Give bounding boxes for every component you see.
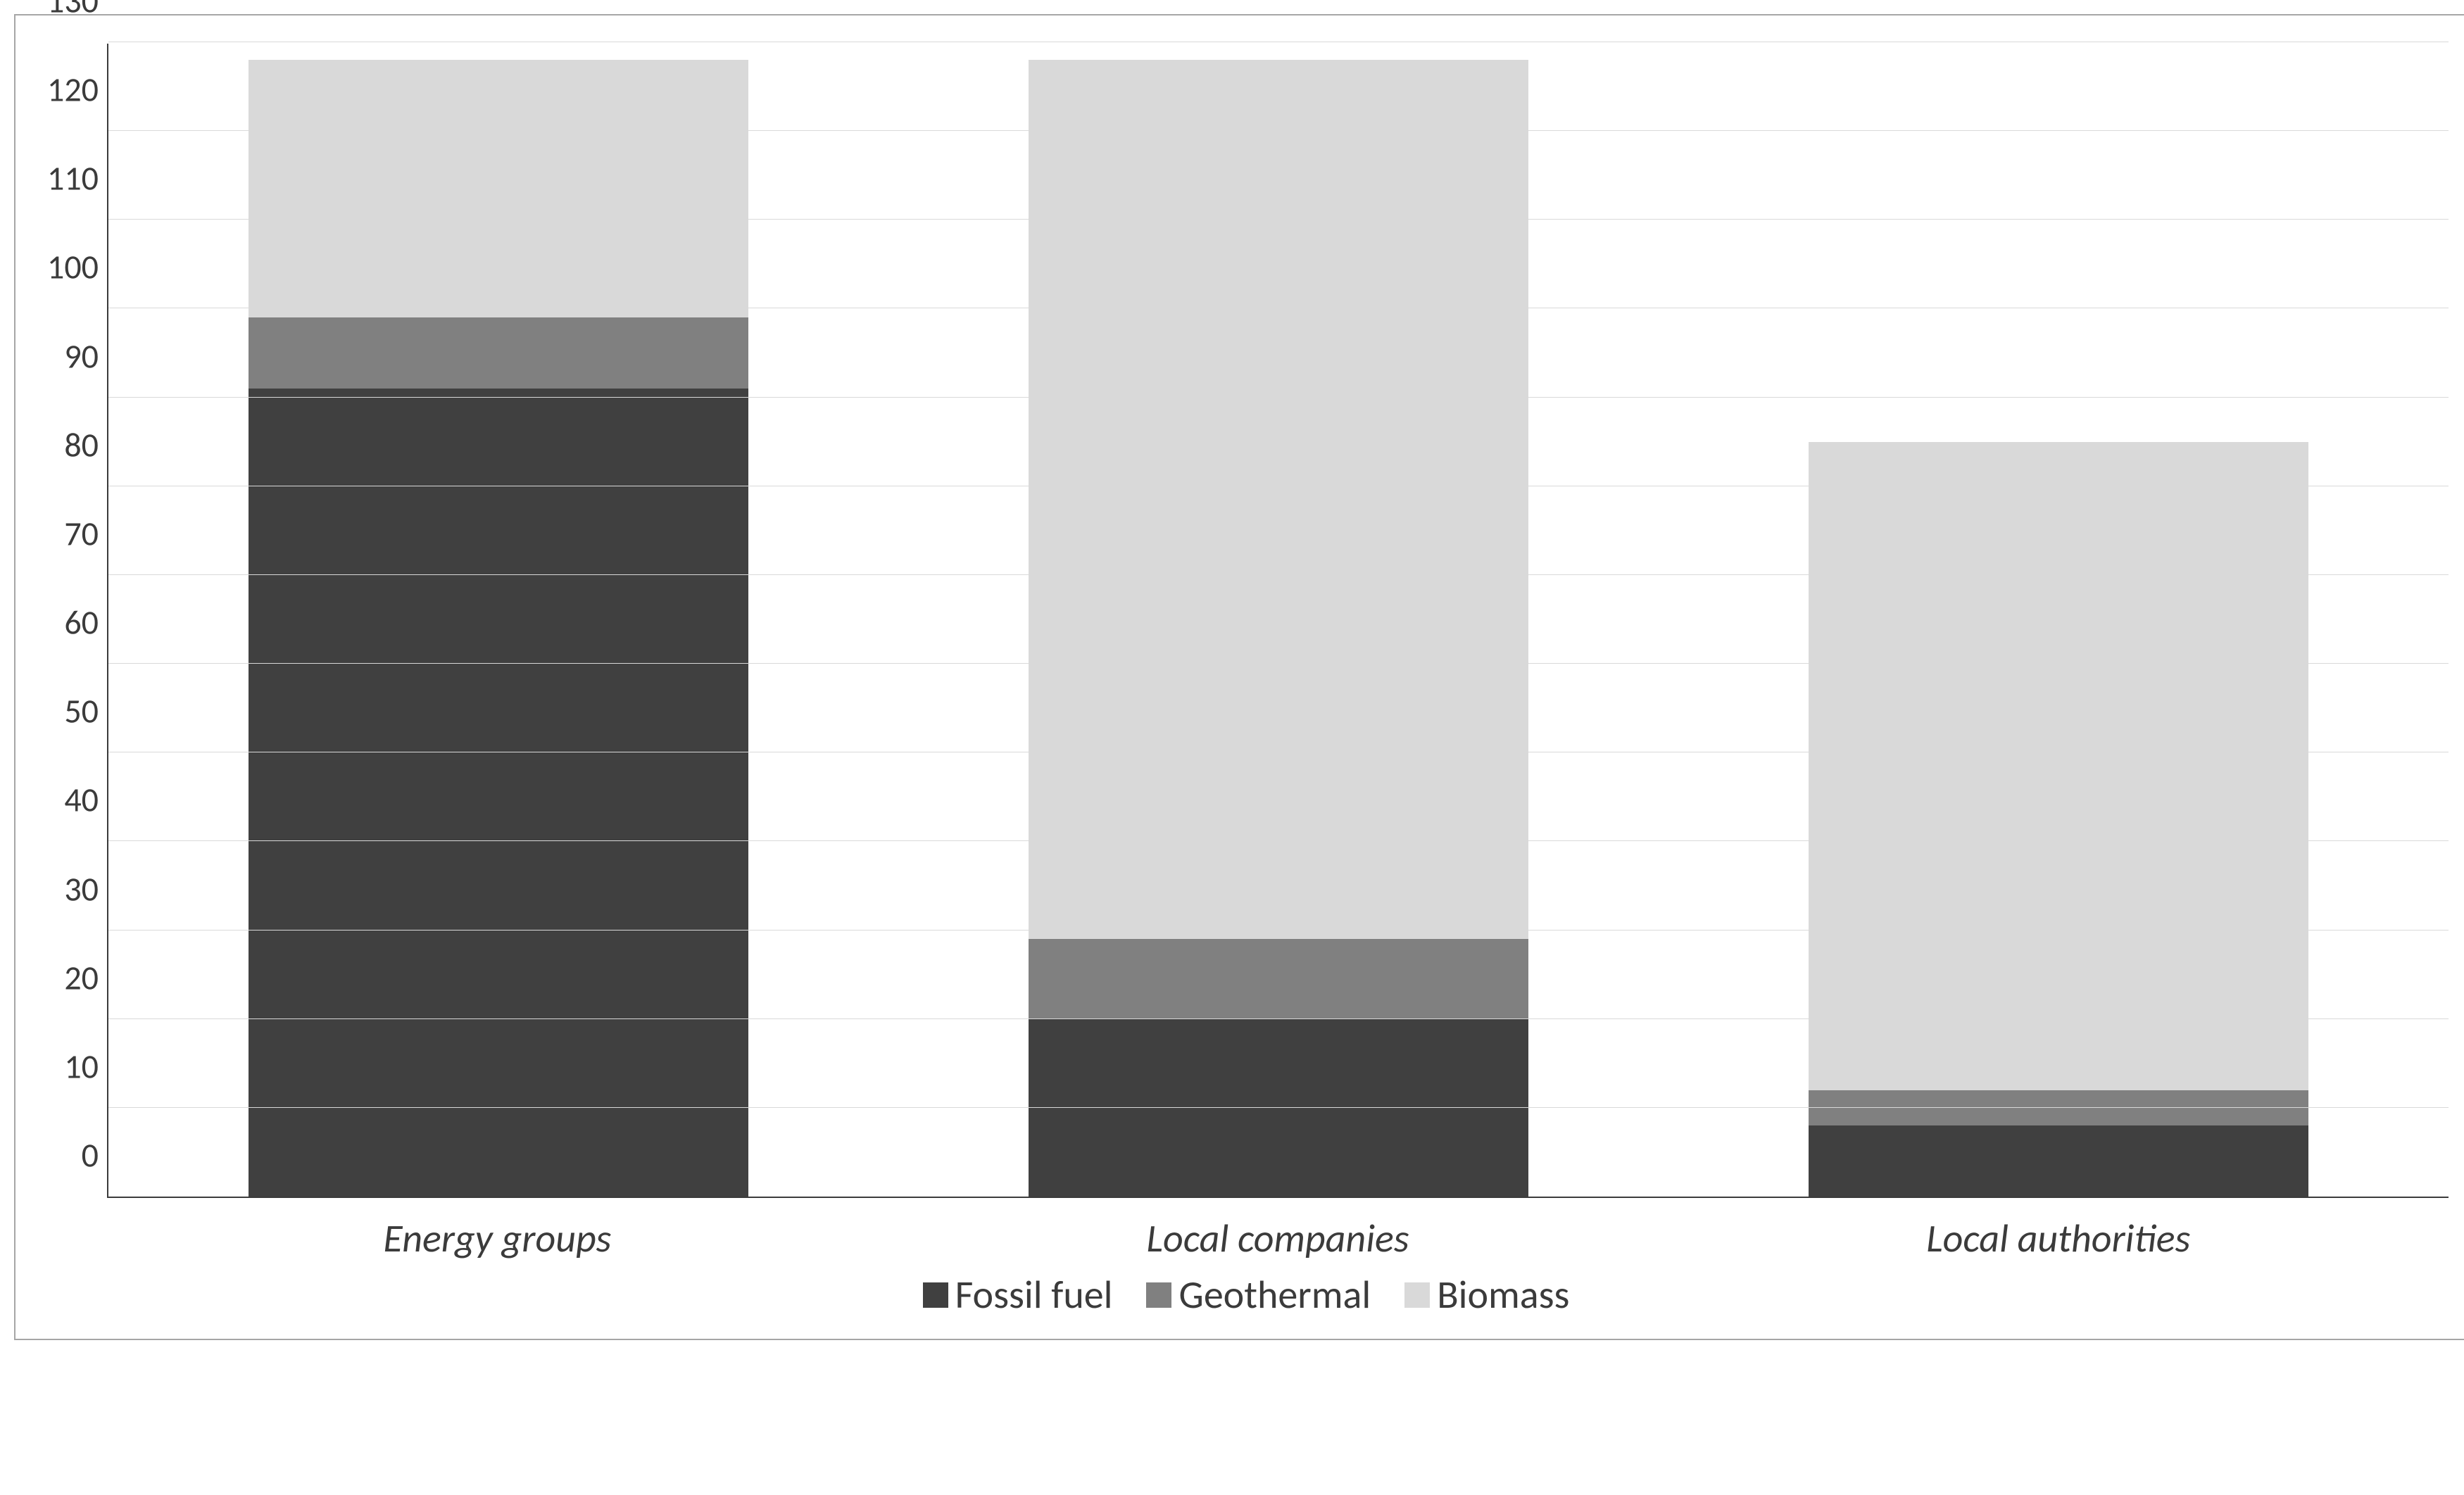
x-axis-labels: Energy groupsLocal companiesLocal author… [107, 1215, 2449, 1263]
y-tick-label: 70 [64, 512, 108, 554]
y-tick-label: 120 [47, 69, 108, 111]
y-tick-label: 110 [47, 158, 108, 199]
plot-area: 0102030405060708090100110120130 [107, 44, 2449, 1198]
x-axis-label: Local authorities [1668, 1215, 2449, 1263]
legend-label: Geothermal [1178, 1271, 1371, 1319]
bar-segment-biomass [1029, 60, 1528, 939]
legend-label: Biomass [1437, 1271, 1569, 1319]
stacked-bar [1029, 60, 1528, 1197]
stacked-bar [1809, 442, 2308, 1197]
plot-wrapper: 0102030405060708090100110120130 [15, 44, 2464, 1198]
gridline [108, 397, 2449, 398]
gridline [108, 130, 2449, 131]
bar-segment-biomass [1809, 442, 2308, 1090]
legend-swatch-geothermal [1146, 1282, 1171, 1308]
legend-item-biomass: Biomass [1404, 1271, 1569, 1319]
y-tick-label: 20 [64, 957, 108, 998]
gridline [108, 930, 2449, 931]
gridline [108, 1018, 2449, 1019]
y-tick-label: 60 [64, 602, 108, 643]
y-tick-label: 30 [64, 868, 108, 909]
y-tick-label: 130 [47, 0, 108, 22]
gridline [108, 574, 2449, 575]
legend-swatch-fossil [923, 1282, 948, 1308]
y-tick-label: 80 [64, 424, 108, 465]
bar-segment-biomass [249, 60, 748, 317]
bar-segment-geothermal [1029, 939, 1528, 1019]
y-tick-label: 40 [64, 779, 108, 821]
gridline [108, 219, 2449, 220]
y-tick-label: 10 [64, 1045, 108, 1087]
y-tick-label: 100 [47, 246, 108, 288]
legend-swatch-biomass [1404, 1282, 1430, 1308]
chart-container: 0102030405060708090100110120130 Energy g… [14, 14, 2464, 1340]
bar-segment-fossil [1809, 1125, 2308, 1197]
y-tick-label: 50 [64, 690, 108, 732]
gridline [108, 840, 2449, 841]
bar-slot [108, 44, 888, 1197]
legend: Fossil fuel Geothermal Biomass [15, 1271, 2464, 1339]
x-axis-label: Energy groups [107, 1215, 888, 1263]
bars-row [108, 44, 2449, 1197]
stacked-bar [249, 60, 748, 1197]
legend-item-fossil: Fossil fuel [923, 1271, 1113, 1319]
legend-label: Fossil fuel [955, 1271, 1113, 1319]
bar-segment-geothermal [249, 317, 748, 389]
gridline [108, 1107, 2449, 1108]
gridline [108, 663, 2449, 664]
y-tick-label: 0 [82, 1135, 108, 1176]
bar-slot [888, 44, 1668, 1197]
bar-slot [1668, 44, 2449, 1197]
bar-segment-fossil [249, 389, 748, 1197]
y-tick-label: 90 [64, 335, 108, 377]
x-axis-label: Local companies [888, 1215, 1668, 1263]
legend-item-geothermal: Geothermal [1146, 1271, 1371, 1319]
